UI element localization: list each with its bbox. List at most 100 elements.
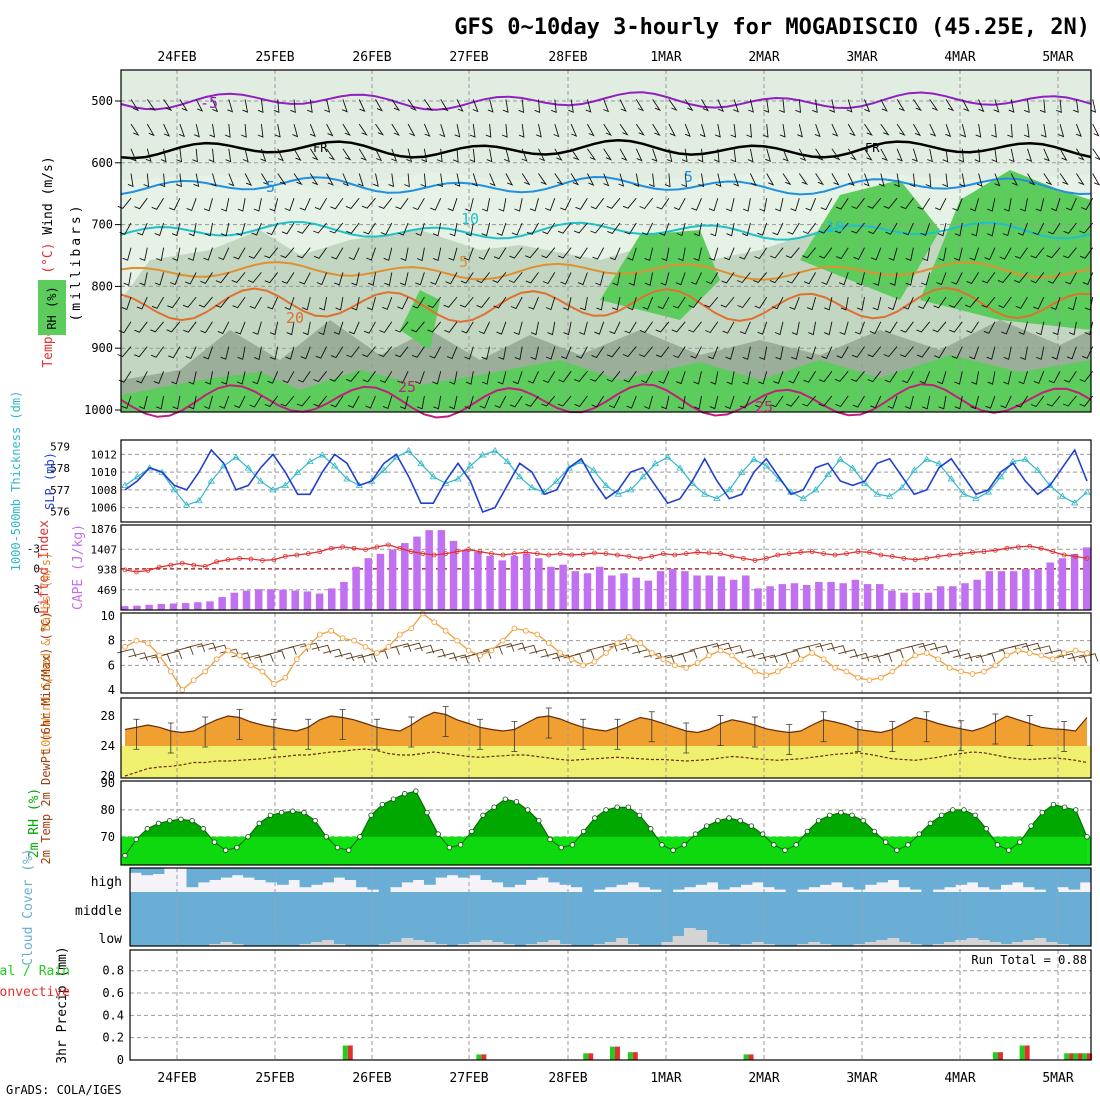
wind-barb xyxy=(481,371,491,385)
wind-barb xyxy=(847,148,857,161)
cape-bar xyxy=(230,592,239,610)
wind-barb xyxy=(203,247,213,261)
wind-barb xyxy=(975,653,996,662)
wind-barb xyxy=(430,272,442,285)
wind-barb xyxy=(693,222,702,237)
thickness-marker xyxy=(873,490,882,497)
cloud-level-middle: middle xyxy=(75,904,122,919)
wind-barb xyxy=(868,222,882,235)
cloud-high-bar xyxy=(1011,868,1024,883)
lifted-index-marker xyxy=(168,562,174,568)
wind-barb xyxy=(358,148,367,161)
thickness-marker xyxy=(269,486,277,493)
lifted-index-marker xyxy=(912,557,918,563)
minmax-bar xyxy=(339,709,346,740)
wind-barb xyxy=(469,124,476,138)
wind-barb xyxy=(626,395,637,409)
wind-barb xyxy=(1033,296,1045,310)
wind-barb xyxy=(691,198,702,211)
wind-barb xyxy=(227,99,234,113)
wind-barb xyxy=(742,222,751,237)
wind-barb xyxy=(334,652,355,662)
thickness-marker xyxy=(614,490,623,497)
lifted-index-marker xyxy=(603,551,609,557)
precip-total-bar xyxy=(583,1053,589,1060)
wind-speed-marker xyxy=(866,677,873,683)
wind-barb xyxy=(281,272,295,284)
wind-barb xyxy=(1075,123,1082,138)
wind-barb xyxy=(514,346,523,361)
cloud-high-bar xyxy=(186,868,199,888)
wind-barb xyxy=(501,124,508,138)
precip-convective-bar xyxy=(347,1045,353,1060)
thickness-marker xyxy=(503,457,512,464)
cloud-low-bar xyxy=(819,944,832,946)
cloud-high-bar xyxy=(672,868,685,890)
rh-marker xyxy=(290,808,296,814)
wind-barb xyxy=(269,346,279,360)
wind-barb xyxy=(913,99,923,112)
rh-marker xyxy=(1039,809,1045,816)
minmax-bar xyxy=(408,716,415,748)
lifted-index-line xyxy=(124,544,1088,573)
wind-barb xyxy=(852,395,865,408)
wind-barb xyxy=(326,148,336,161)
wind-barb xyxy=(981,296,996,308)
temperature-fill xyxy=(125,712,1087,746)
thickness-marker xyxy=(182,501,191,508)
minmax-bar xyxy=(751,716,758,748)
cloud-low-bar xyxy=(1011,942,1024,946)
lifted-index-marker xyxy=(1061,552,1067,558)
lifted-index-marker xyxy=(557,551,563,557)
wind-speed-marker xyxy=(763,672,770,679)
wind-barb xyxy=(172,395,181,410)
cloud-high-bar xyxy=(152,868,165,874)
rh-marker xyxy=(569,842,576,848)
cloud-low-bar xyxy=(435,944,448,946)
minmax-bar xyxy=(167,722,174,754)
wind-barb xyxy=(302,321,311,336)
wind-barb xyxy=(821,272,833,285)
wind-barb xyxy=(1079,371,1094,383)
wind-barb xyxy=(215,296,230,308)
wind-barb xyxy=(622,346,637,358)
cape-bar xyxy=(729,579,738,610)
rh-marker xyxy=(469,828,475,835)
thickness-marker xyxy=(380,466,388,473)
wind-speed-marker xyxy=(671,662,678,669)
wind-speed-marker xyxy=(259,668,266,675)
wind-barb xyxy=(379,321,393,334)
wind-barb xyxy=(608,395,621,409)
wind-barb xyxy=(1010,642,1030,652)
wind-barb xyxy=(1023,124,1030,138)
wind-barb xyxy=(421,148,428,163)
wind-barb xyxy=(959,173,966,188)
cloud-low-bar xyxy=(491,942,504,946)
wind-barb xyxy=(528,296,539,310)
cloud-high-bar xyxy=(1057,868,1069,888)
isotherm-label: FR xyxy=(865,141,880,155)
wind-barb xyxy=(771,296,784,310)
wind-barb xyxy=(644,272,654,286)
precip-total-bar xyxy=(1019,1045,1025,1060)
wind-barb xyxy=(489,173,496,187)
upper-air-annotations: -5 FR 5 10 5 20 25 25 FR 5 10 xyxy=(200,94,880,416)
wind-barb xyxy=(884,649,904,659)
cloud-low-bar xyxy=(503,944,515,946)
minmax-bar xyxy=(992,713,999,745)
isotherm-lines xyxy=(120,91,1092,419)
wind-barb xyxy=(427,296,442,309)
cloud-high-bar xyxy=(1079,868,1092,883)
lifted-index-marker xyxy=(798,549,804,555)
wind-barb xyxy=(274,124,281,138)
wind-barb xyxy=(815,148,824,161)
wind-barb xyxy=(1092,123,1100,137)
lifted-index-marker xyxy=(477,549,483,555)
lifted-index-marker xyxy=(454,549,460,555)
wind-barb xyxy=(724,395,735,409)
wind-barb xyxy=(163,123,170,137)
rh-marker xyxy=(457,842,464,848)
wind-barb xyxy=(722,321,735,334)
